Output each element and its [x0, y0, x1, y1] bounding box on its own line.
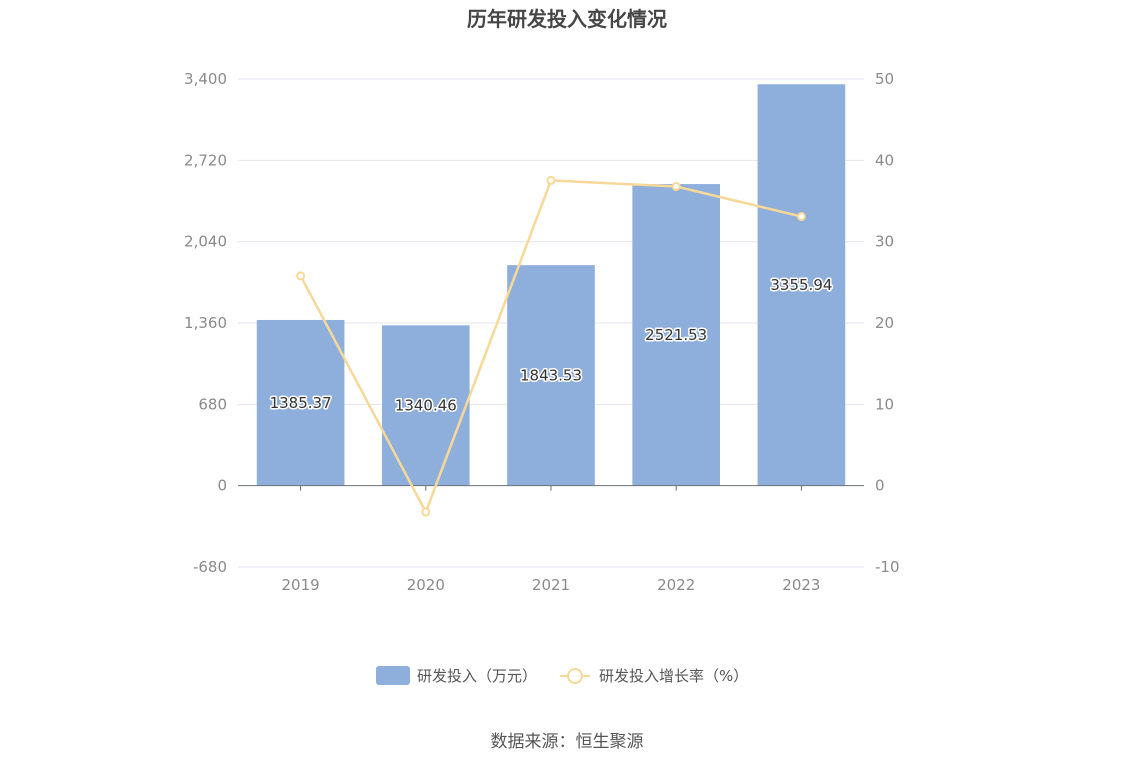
y-right-tick-label: 30	[875, 233, 894, 251]
bar-value-label: 1340.46	[395, 397, 457, 415]
y-left-tick-label: 2,720	[184, 151, 227, 169]
y-left-tick-label: 2,040	[184, 233, 227, 251]
y-left-tick-label: 3,400	[184, 70, 227, 88]
y-left-tick-label: 0	[217, 477, 227, 495]
line-point	[296, 271, 306, 281]
bar	[256, 319, 345, 486]
line-point	[671, 182, 681, 192]
bar-value-label: 3355.94	[770, 276, 832, 294]
y-left-tick-label: -680	[193, 558, 227, 576]
legend-item-line[interactable]: 研发投入增长率（%）	[560, 667, 748, 685]
y-right-tick-label: 20	[875, 314, 894, 332]
x-tick-label: 2019	[282, 576, 320, 594]
legend[interactable]: 研发投入（万元） 研发投入增长率（%）	[376, 666, 748, 685]
legend-item-bar[interactable]: 研发投入（万元）	[376, 666, 537, 685]
legend-bar-swatch	[376, 666, 410, 685]
chart-title: 历年研发投入变化情况	[467, 7, 667, 31]
x-tick-label: 2022	[657, 576, 695, 594]
y-right-tick-label: 0	[875, 477, 885, 495]
bar-value-label: 1385.37	[270, 394, 332, 412]
bar-value-label: 2521.53	[645, 326, 707, 344]
legend-line-label: 研发投入增长率（%）	[599, 667, 748, 685]
y-axis-right: -10 0 10 20 30 40 50	[875, 70, 900, 576]
y-right-tick-label: -10	[875, 558, 900, 576]
bar-data-labels: 1385.37 1340.46 1843.53 2521.53 3355.94	[268, 274, 834, 416]
legend-line-marker	[567, 668, 583, 684]
legend-bar-label: 研发投入（万元）	[417, 667, 537, 685]
y-right-tick-label: 10	[875, 395, 894, 413]
line-point	[796, 212, 806, 222]
x-tick-label: 2023	[782, 576, 820, 594]
line-point	[421, 507, 431, 517]
y-axis-left: -680 0 680 1,360 2,040 2,720 3,400	[184, 70, 227, 576]
bar-value-label: 1843.53	[520, 366, 582, 384]
x-axis: 2019 2020 2021 2022 2023	[238, 485, 864, 594]
y-left-tick-label: 680	[198, 395, 227, 413]
bar	[507, 265, 595, 486]
y-left-tick-label: 1,360	[184, 314, 227, 332]
x-tick-label: 2021	[532, 576, 570, 594]
line-series	[296, 175, 806, 517]
line-point	[546, 175, 556, 185]
x-tick-label: 2020	[407, 576, 445, 594]
y-right-tick-label: 40	[875, 151, 894, 169]
data-source: 数据来源：恒生聚源	[491, 732, 644, 752]
y-right-tick-label: 50	[875, 70, 894, 88]
bar-series	[256, 84, 846, 486]
bar	[757, 84, 846, 486]
bar	[632, 184, 721, 486]
